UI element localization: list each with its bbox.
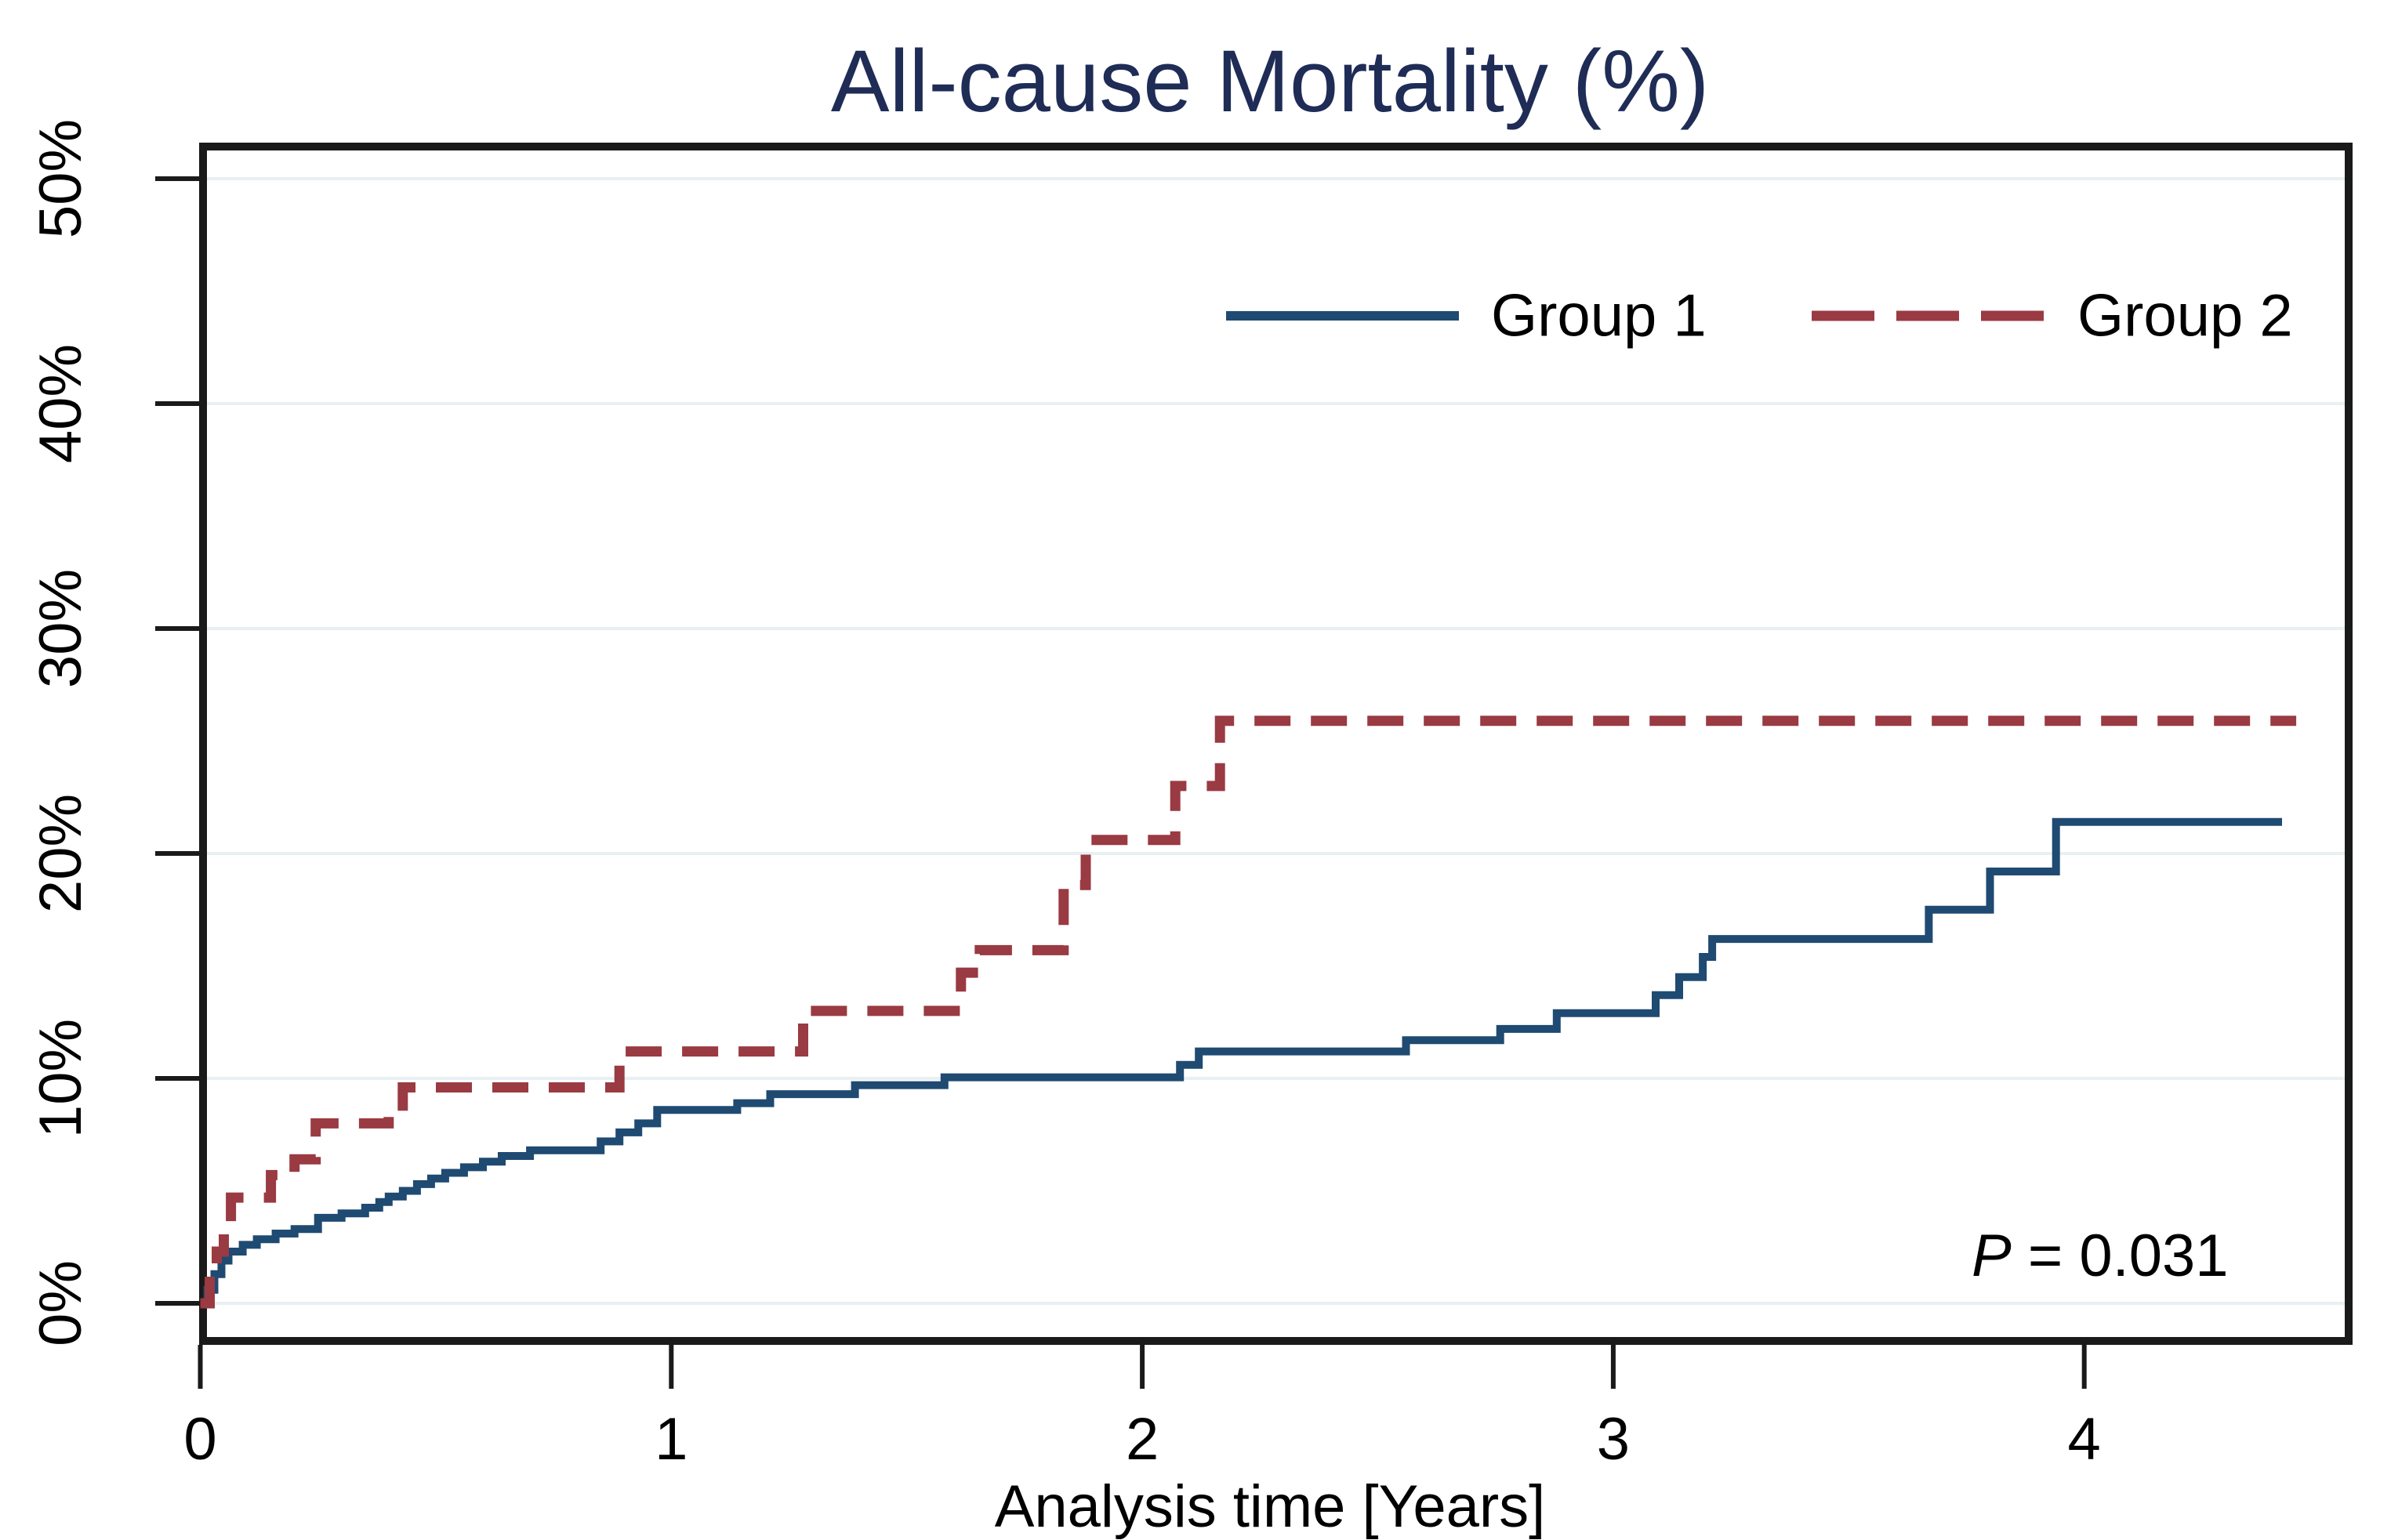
p-symbol: P bbox=[1972, 1223, 2012, 1289]
gridlines bbox=[207, 177, 2345, 1305]
y-tick-label-40: 40% bbox=[27, 344, 94, 463]
axis-ticks bbox=[155, 176, 2087, 1389]
chart-title: All-cause Mortality (%) bbox=[831, 32, 1709, 130]
plot-border bbox=[199, 143, 2353, 1345]
survival-curves bbox=[200, 716, 2297, 1309]
legend: Group 1 Group 2 bbox=[1226, 283, 2293, 350]
curve-group-2 bbox=[200, 716, 2297, 1309]
y-tick-label-30: 30% bbox=[27, 569, 94, 688]
p-value-text: = 0.031 bbox=[2012, 1223, 2229, 1289]
legend-group1-label: Group 1 bbox=[1491, 283, 1707, 350]
y-tick-label-20: 20% bbox=[27, 794, 94, 913]
x-axis-title: Analysis time [Years] bbox=[995, 1473, 1546, 1540]
x-tick-label-1: 1 bbox=[655, 1406, 688, 1473]
x-tick-label-2: 2 bbox=[1126, 1406, 1159, 1473]
p-value-annotation: P = 0.031 bbox=[1972, 1223, 2229, 1289]
y-tick-label-50: 50% bbox=[27, 119, 94, 238]
y-tick-label-10: 10% bbox=[27, 1019, 94, 1138]
legend-group2-label: Group 2 bbox=[2077, 283, 2293, 350]
x-tick-label-4: 4 bbox=[2068, 1406, 2101, 1473]
y-tick-label-0: 0% bbox=[27, 1260, 94, 1346]
x-tick-label-3: 3 bbox=[1597, 1406, 1630, 1473]
axis-tick-labels: 0% 10% 20% 30% 40% 50% 0 1 2 3 4 bbox=[27, 119, 2101, 1473]
x-tick-label-0: 0 bbox=[183, 1406, 216, 1473]
curve-group-1 bbox=[200, 817, 2282, 1307]
